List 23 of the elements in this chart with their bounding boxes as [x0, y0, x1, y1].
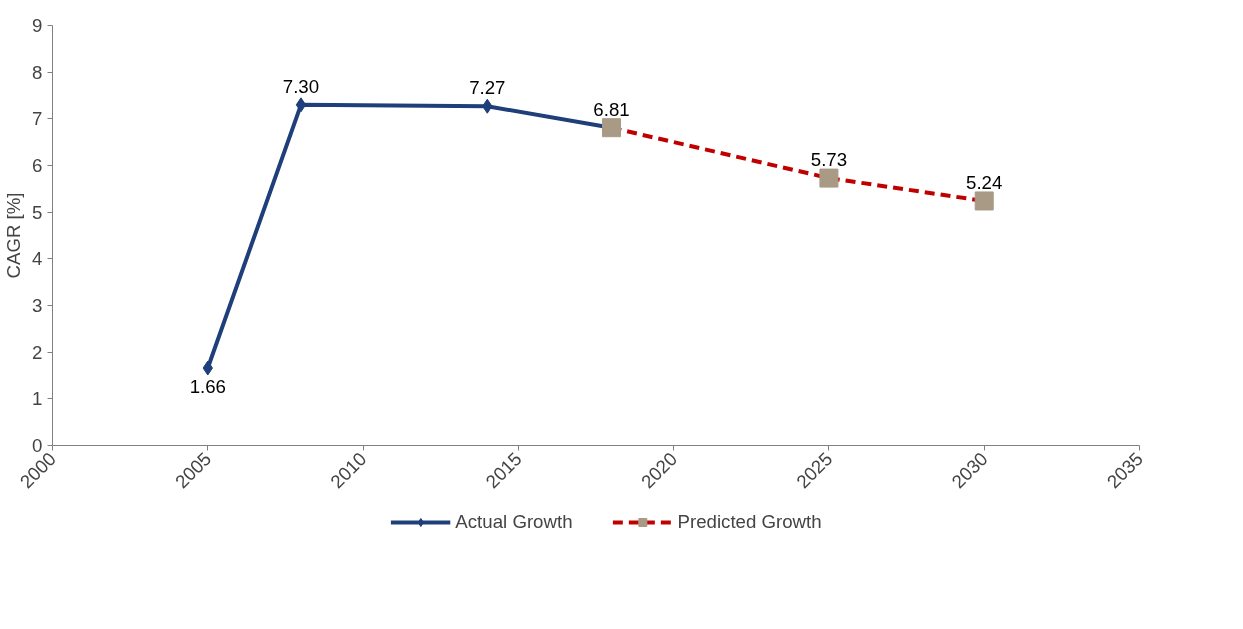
- point: [602, 118, 622, 138]
- point: [295, 97, 307, 113]
- y-tick-label: 4: [32, 248, 43, 270]
- data-label: 7.27: [469, 77, 506, 99]
- y-tick-label: 9: [32, 15, 43, 36]
- legend-label: Predicted Growth: [677, 511, 822, 533]
- point: [974, 191, 994, 211]
- y-tick-label: 3: [32, 295, 43, 316]
- y-axis-title: CAGR [%]: [3, 192, 25, 279]
- y-tick-label: 2: [32, 341, 43, 363]
- point: [819, 168, 839, 188]
- y-tick-label: 7: [32, 108, 43, 130]
- y-tick-label: 6: [32, 155, 43, 176]
- y-tick-label: 0: [32, 435, 43, 456]
- data-label: 5.73: [810, 149, 848, 171]
- data-label: 6.81: [593, 98, 630, 120]
- legend-label: Actual Growth: [455, 511, 573, 533]
- y-tick-label: 5: [32, 201, 43, 223]
- data-label: 7.30: [282, 75, 320, 97]
- data-label: 5.24: [966, 171, 1003, 193]
- y-tick-label: 1: [32, 388, 43, 410]
- data-label: 1.66: [189, 376, 226, 398]
- y-tick-label: 8: [32, 61, 43, 83]
